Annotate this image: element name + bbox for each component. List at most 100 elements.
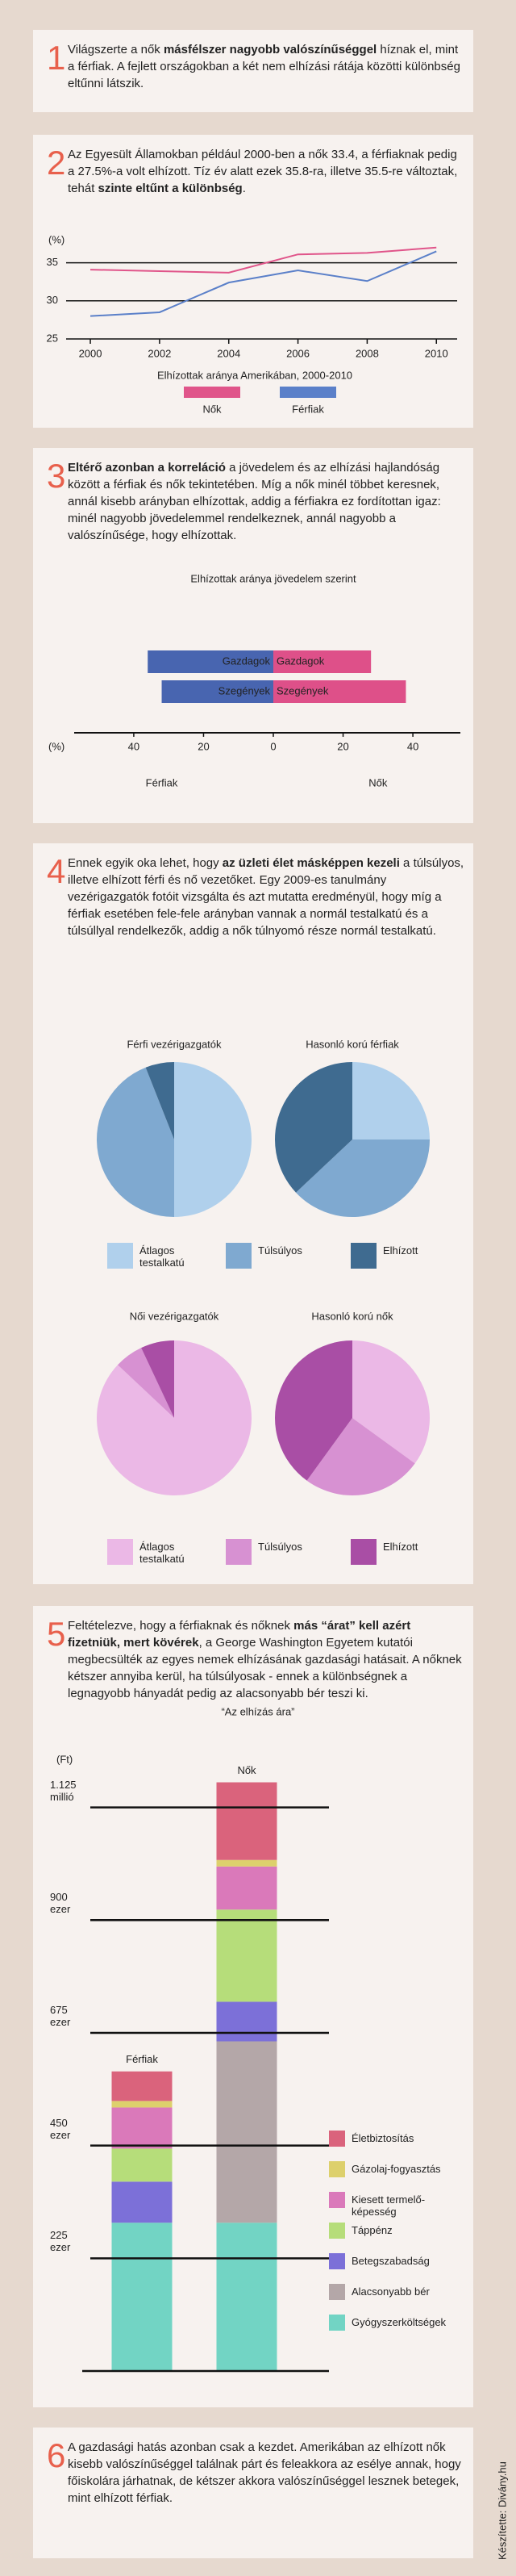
x-tick-label: 40	[128, 740, 139, 752]
legend-swatch	[329, 2315, 345, 2331]
series-label: Nők	[368, 776, 388, 788]
legend-swatch	[329, 2253, 345, 2269]
panel	[33, 135, 473, 428]
x-tick-label: 20	[198, 740, 209, 752]
pie-slice	[96, 1340, 252, 1495]
legend-swatch	[329, 2284, 345, 2300]
section-number: 5	[47, 1615, 66, 1653]
legend-swatch	[107, 1243, 133, 1269]
bar-segment	[216, 1782, 277, 1860]
text: A gazdasági hatás azonban csak a kezdet.…	[68, 2440, 461, 2505]
legend-label: Életbiztosítás	[352, 2132, 414, 2144]
bold-text: szinte eltűnt a különbség	[98, 182, 243, 195]
chart-title: Hasonló korú nők	[311, 1310, 393, 1322]
section-number: 1	[47, 39, 66, 77]
legend-swatch	[107, 1539, 133, 1565]
y-axis-label: (Ft)	[56, 1753, 73, 1765]
x-tick-label: 2002	[148, 347, 171, 359]
section-text: Eltérő azonban a korreláció a jövedelem …	[68, 459, 464, 544]
legend-label: Férfiak	[292, 403, 324, 415]
chart-title: “Az elhízás ára”	[221, 1705, 294, 1717]
panel	[33, 448, 473, 823]
section-text: Világszerte a nők másfélszer nagyobb val…	[68, 41, 464, 92]
legend-label: Alacsonyabb bér	[352, 2285, 430, 2298]
bold-text: másfélszer nagyobb valószínűséggel	[163, 43, 377, 56]
legend-swatch	[351, 1539, 377, 1565]
legend-swatch	[226, 1539, 252, 1565]
section-number: 4	[47, 852, 66, 890]
bar-segment	[111, 2107, 173, 2149]
bar-label: Gazdagok	[277, 654, 325, 667]
text: a túlsúlyos, illetve elhízott férfi és n…	[68, 856, 464, 938]
bar-segment	[111, 2071, 173, 2101]
bold-text: más “árat” kell azért fizetniük, mert kö…	[68, 1619, 411, 1650]
bar	[148, 650, 273, 673]
text: a jövedelem és az elhízási hajlandóság k…	[68, 461, 441, 542]
legend-swatch	[184, 387, 240, 398]
bar-segment	[216, 1909, 277, 2002]
bar-segment	[216, 1859, 277, 1867]
bar-segment	[216, 1866, 277, 1910]
pie-slice	[306, 1418, 415, 1495]
x-axis-label: (%)	[48, 740, 64, 752]
legend-label: Túlsúlyos	[258, 1244, 302, 1257]
y-tick-label: 900 ezer	[50, 1891, 71, 1916]
pie-slice	[296, 1140, 430, 1217]
section-text: Feltételezve, hogy a férfiaknak és nőkne…	[68, 1617, 464, 1702]
x-tick-label: 40	[407, 740, 418, 752]
section-text: Az Egyesült Államokban például 2000-ben …	[68, 146, 464, 197]
x-tick-label: 2008	[356, 347, 379, 359]
y-tick-label: 225 ezer	[50, 2229, 71, 2254]
text: Feltételezve, hogy a férfiaknak és nőkne…	[68, 1619, 294, 1633]
panel	[33, 2428, 473, 2558]
pie-slice	[174, 1062, 252, 1217]
legend-label: Elhízott	[383, 1541, 418, 1553]
legend-label: Nők	[202, 403, 222, 415]
chart-title: Elhízottak aránya jövedelem szerint	[190, 572, 356, 584]
line	[89, 250, 437, 317]
pie-slice	[274, 1340, 352, 1481]
pie-slice	[352, 1340, 431, 1464]
x-tick-label: 20	[337, 740, 348, 752]
text: Ennek egyik oka lehet, hogy	[68, 856, 223, 870]
x-tick-label: 2004	[217, 347, 240, 359]
bar-label: Szegények	[218, 684, 271, 696]
y-tick-label: 25	[47, 332, 58, 344]
section-number: 6	[47, 2436, 66, 2474]
x-tick-label: 2006	[286, 347, 310, 359]
pie-slice	[274, 1062, 352, 1193]
category-label: Nők	[237, 1764, 256, 1776]
section-number: 2	[47, 144, 66, 182]
legend-label: Átlagos testalkatú	[139, 1541, 185, 1565]
bar-segment	[216, 2001, 277, 2042]
legend-swatch	[226, 1243, 252, 1269]
legend-swatch	[280, 387, 336, 398]
legend-label: Túlsúlyos	[258, 1541, 302, 1553]
legend-label: Gázolaj-fogyasztás	[352, 2163, 441, 2175]
y-tick-label: 30	[47, 294, 58, 306]
y-tick-label: 1.125 millió	[50, 1778, 77, 1803]
bar	[161, 680, 273, 703]
x-tick-label: 2010	[425, 347, 448, 359]
chart-title: Férfi vezérigazgatók	[127, 1038, 222, 1050]
legend-label: Táppénz	[352, 2224, 393, 2236]
legend-label: Betegszabadság	[352, 2255, 430, 2267]
bar-label: Gazdagok	[223, 654, 271, 667]
bar-segment	[216, 2223, 277, 2371]
chart-title: Női vezérigazgatók	[130, 1310, 219, 1322]
bar-segment	[111, 2181, 173, 2223]
text: Világszerte a nők	[68, 43, 164, 56]
legend-swatch	[329, 2223, 345, 2239]
category-label: Férfiak	[126, 2053, 158, 2065]
chart-title: Elhízottak aránya Amerikában, 2000-2010	[157, 369, 352, 381]
bar	[273, 650, 372, 673]
panel	[33, 30, 473, 112]
series-label: Férfiak	[146, 776, 178, 788]
legend-label: Elhízott	[383, 1244, 418, 1257]
line	[90, 246, 437, 274]
text: Az Egyesült Államokban például 2000-ben …	[68, 148, 458, 195]
section-text: A gazdasági hatás azonban csak a kezdet.…	[68, 2439, 464, 2507]
bar-label: Szegények	[277, 684, 329, 696]
